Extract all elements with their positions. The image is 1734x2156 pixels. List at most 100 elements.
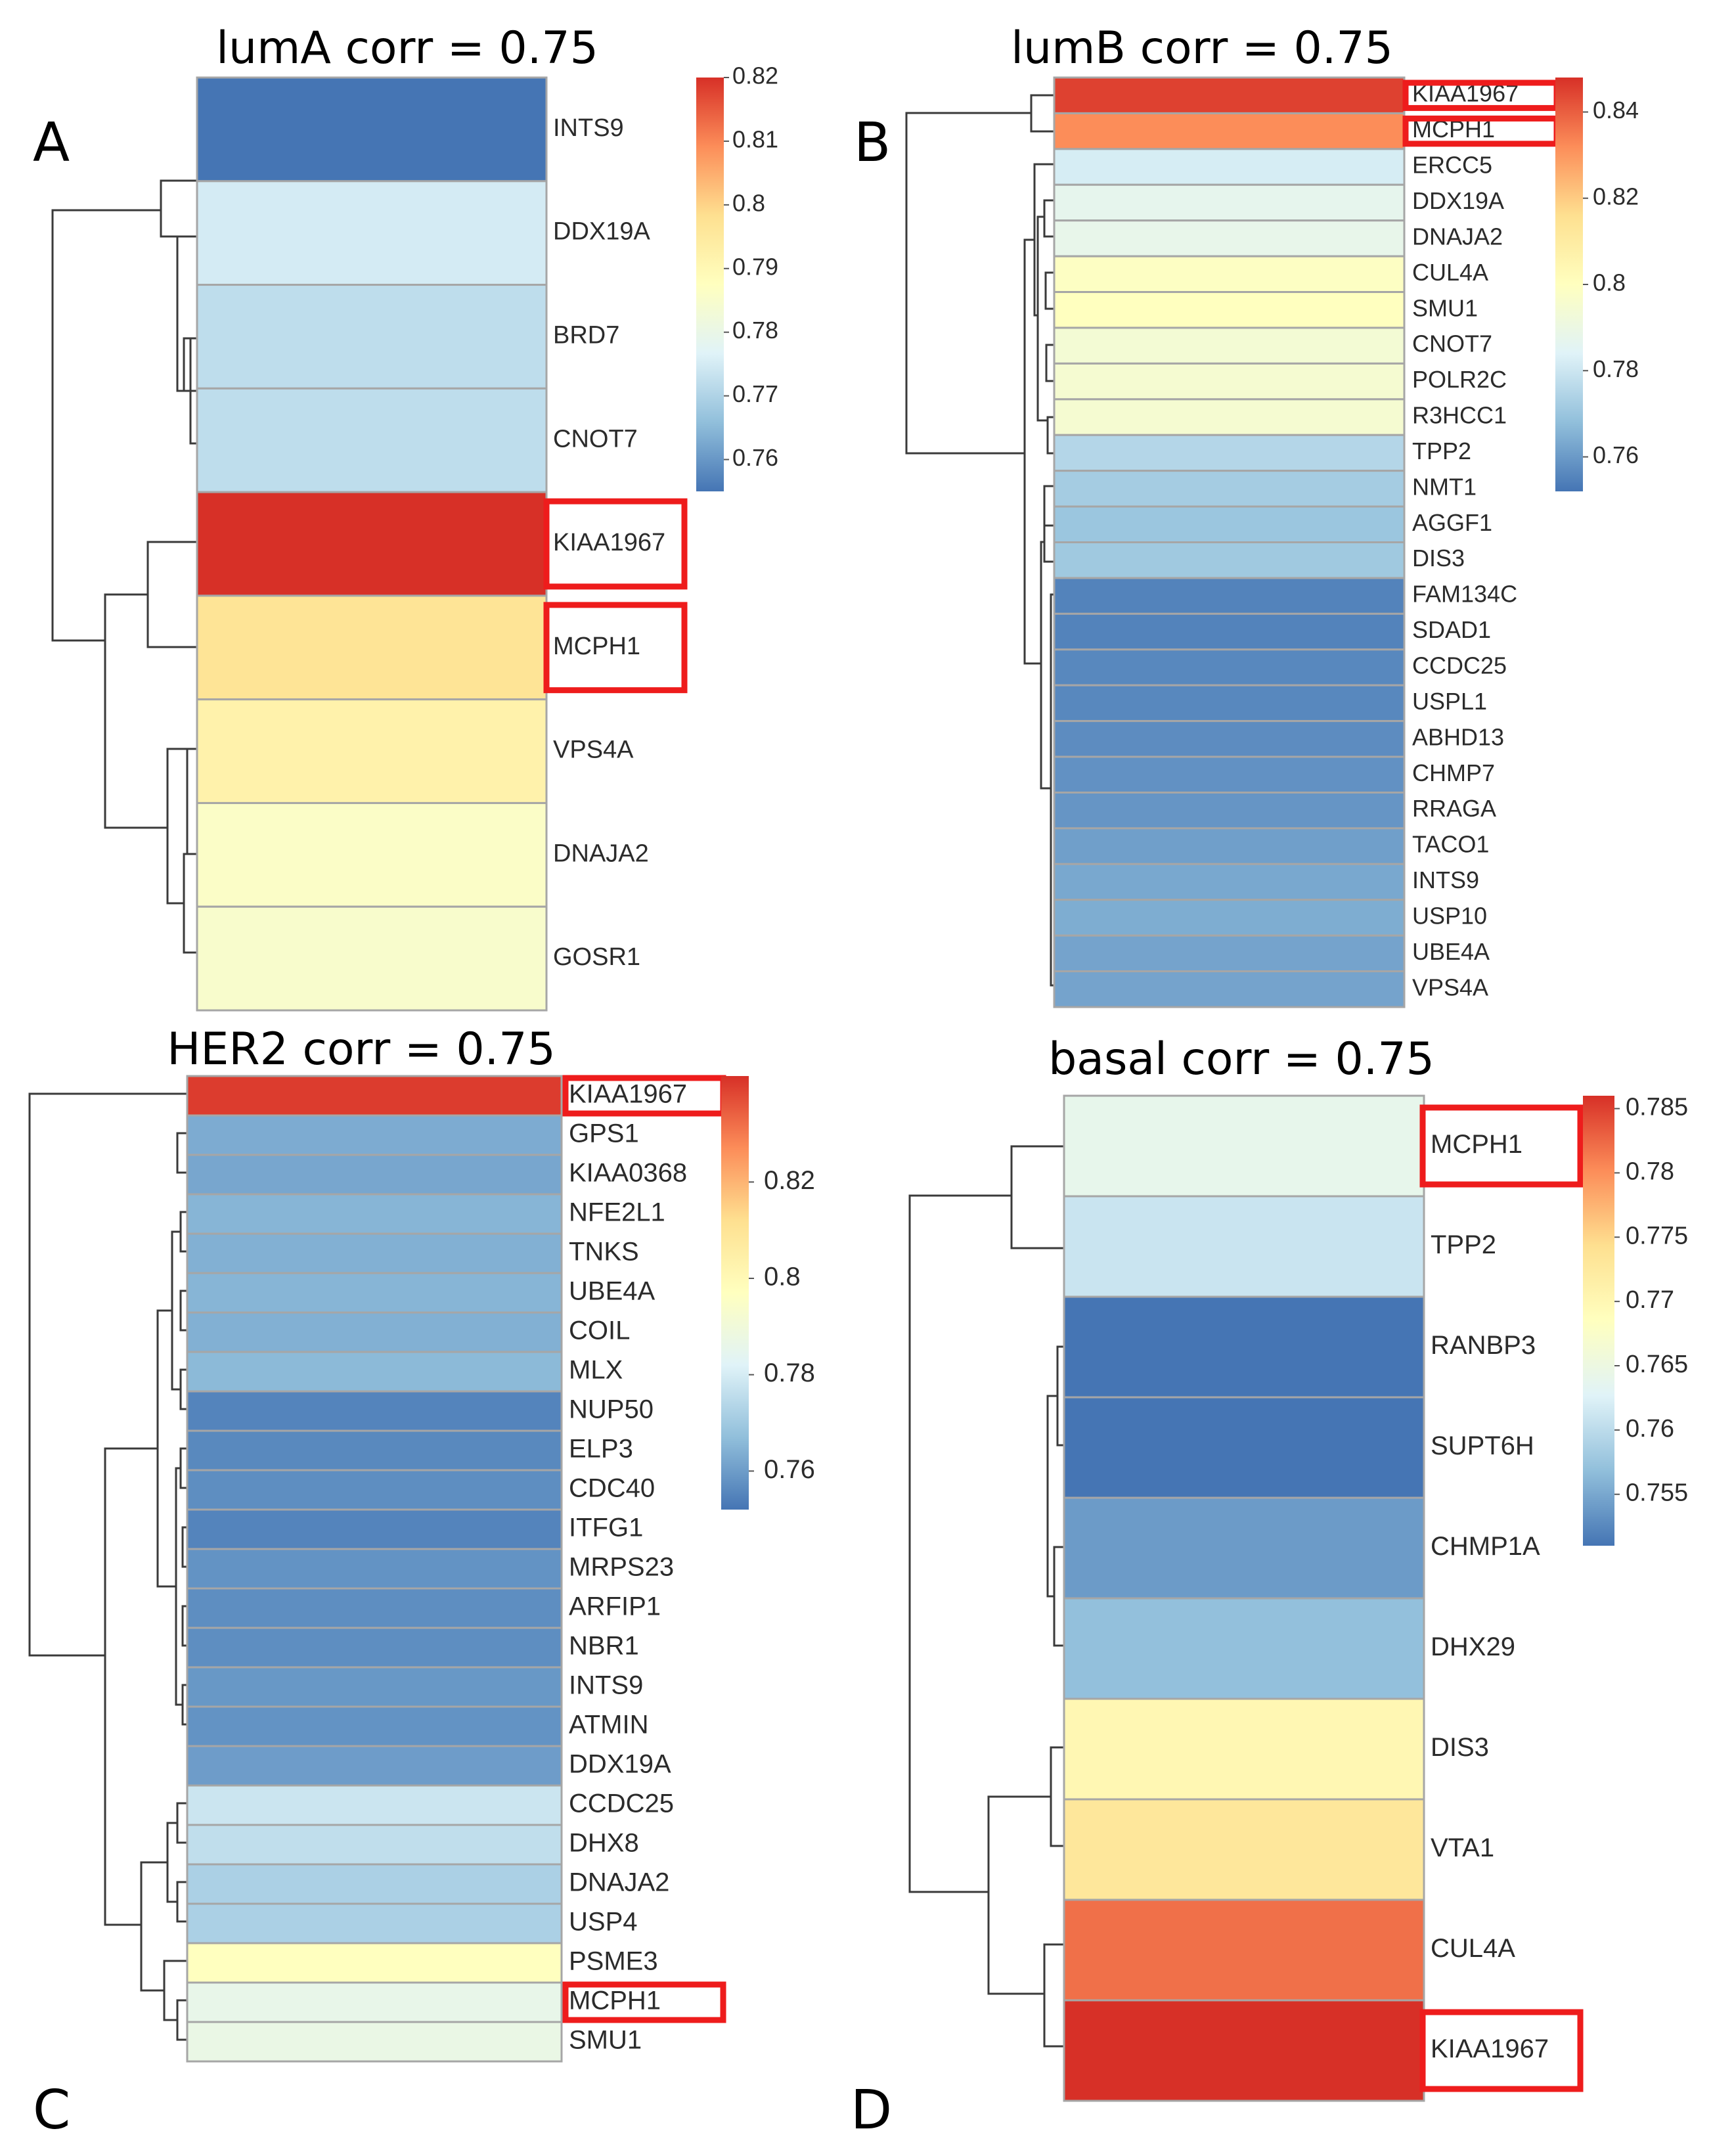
colorbar-tick-label: 0.775: [1626, 1222, 1688, 1249]
gene-label: DIS3: [1412, 545, 1465, 572]
gene-label: CNOT7: [553, 425, 638, 453]
gene-label: TACO1: [1412, 831, 1489, 858]
gene-label: DDX19A: [569, 1750, 671, 1779]
colorbar-tick-label: 0.785: [1626, 1094, 1688, 1121]
heatmap-cell: [186, 1666, 563, 1708]
gene-label: MLX: [569, 1356, 623, 1385]
heatmap-cell: [186, 1745, 563, 1787]
gene-label: USPL1: [1412, 688, 1487, 715]
heatmap-cell: [1063, 1999, 1425, 2102]
heatmap-cell: [186, 1942, 563, 1984]
gene-label: KIAA1967: [553, 529, 665, 556]
heatmap-cell: [186, 1508, 563, 1550]
heatmap-cell: [196, 698, 548, 804]
heatmap-cell: [1053, 148, 1406, 186]
panel-c-heatmap: KIAA1967 GPS1 KIAA0368 NFE2L1 TNKS UBE4A COIL M…: [186, 1075, 726, 2063]
heatmap-cell: [1053, 899, 1406, 937]
colorbar-tick-label: 0.76: [1593, 441, 1639, 468]
panel-b-title: lumB corr = 0.75: [1011, 22, 1393, 74]
panel-a-dendrogram: [51, 179, 197, 954]
panel-b-colorbar: 0.84 0.82 0.8 0.78 0.76: [1555, 78, 1639, 491]
heatmap-cell: [1063, 1295, 1425, 1399]
heatmap-cell: [196, 76, 548, 183]
colorbar-tick-label: 0.78: [1626, 1157, 1674, 1185]
heatmap-cell: [186, 1469, 563, 1511]
heatmap-cell: [1053, 112, 1406, 150]
gene-label: DHX29: [1431, 1632, 1515, 1661]
heatmap-cell: [1063, 1094, 1425, 1198]
heatmap-cell: [186, 1705, 563, 1747]
heatmap-cell: [196, 491, 548, 597]
gene-label: TPP2: [1412, 438, 1471, 464]
gene-label: KIAA1967: [1431, 2034, 1549, 2063]
heatmap-cell: [1053, 863, 1406, 901]
heatmap-cell: [1053, 755, 1406, 794]
colorbar-tick-label: 0.78: [764, 1359, 815, 1387]
heatmap-cell: [1063, 1496, 1425, 1600]
heatmap-cell: [186, 1429, 563, 1471]
heatmap-cell: [196, 801, 548, 908]
heatmap-cell: [196, 595, 548, 701]
gene-label: NMT1: [1412, 473, 1477, 500]
gene-label: BRD7: [553, 321, 619, 349]
gene-label: MCPH1: [1431, 1130, 1523, 1159]
panel-a-colorbar: 0.82 0.81 0.8 0.79 0.78 0.77 0.76: [696, 62, 778, 491]
heatmap-cell: [186, 1587, 563, 1629]
heatmap-cell: [196, 905, 548, 1012]
heatmap-cell: [1063, 1597, 1425, 1700]
gene-label: RANBP3: [1431, 1331, 1536, 1360]
highlight-box: [1419, 1104, 1584, 1188]
gene-label: FAM134C: [1412, 581, 1517, 608]
gene-label: INTS9: [1412, 866, 1479, 893]
heatmap-cell: [186, 1114, 563, 1156]
panel-a-heatmap: INTS9 DDX19A BRD7 CNOT7 KIAA1967 MCPH1 VPS4A DN…: [196, 76, 688, 1012]
gene-label: MRPS23: [569, 1553, 674, 1582]
colorbar-tick-label: 0.76: [732, 444, 778, 471]
panel-c-label: C: [33, 2079, 70, 2142]
heatmap-cell: [196, 387, 548, 493]
gene-label: ELP3: [569, 1435, 633, 1464]
gene-label: KIAA1967: [569, 1080, 687, 1109]
heatmap-cell: [1063, 1195, 1425, 1298]
gene-label: DNAJA2: [569, 1868, 669, 1897]
gene-label: MCPH1: [569, 1987, 661, 2015]
gene-label: DHX8: [569, 1829, 639, 1858]
gene-label: VTA1: [1431, 1833, 1494, 1862]
heatmap-cell: [186, 1824, 563, 1866]
gene-label: NBR1: [569, 1632, 639, 1661]
colorbar-gradient: [1583, 1096, 1614, 1546]
colorbar-tick-label: 0.79: [732, 253, 778, 280]
heatmap-cell: [1063, 1697, 1425, 1801]
heatmap-cell: [1053, 970, 1406, 1008]
heatmap-cell: [196, 284, 548, 390]
gene-label: COIL: [569, 1316, 630, 1345]
heatmap-cell: [186, 1784, 563, 1826]
colorbar-tick-label: 0.76: [1626, 1415, 1674, 1443]
highlight-box: [562, 1981, 726, 2023]
heatmap-cell: [1053, 434, 1406, 472]
colorbar-tick-label: 0.8: [764, 1263, 801, 1291]
heatmap-cell: [186, 1154, 563, 1196]
heatmap-cell: [1053, 577, 1406, 615]
gene-label: CUL4A: [1412, 259, 1488, 286]
gene-label: VPS4A: [553, 736, 634, 764]
heatmap-cell: [186, 1311, 563, 1353]
colorbar-tick-label: 0.755: [1626, 1479, 1688, 1507]
gene-label: USP10: [1412, 902, 1487, 929]
colorbar-tick-label: 0.82: [764, 1166, 815, 1195]
gene-label: ERCC5: [1412, 152, 1492, 179]
heatmap-cell: [186, 1863, 563, 1905]
gene-label: SDAD1: [1412, 616, 1491, 643]
panel-d-colorbar: 0.785 0.78 0.775 0.77 0.765 0.76 0.755: [1583, 1094, 1688, 1546]
panel-a-title: lumA corr = 0.75: [216, 22, 598, 74]
heatmap-cell: [186, 1351, 563, 1393]
panel-b-heatmap: KIAA1967MCPH1ERCC5DDX19ADNAJA2CUL4ASMU1C…: [1053, 76, 1560, 1008]
colorbar-tick-label: 0.77: [1626, 1286, 1674, 1314]
panel-a: lumA corr = 0.75 A INTS9 DDX19A BRD7 CNOT7 K…: [33, 22, 778, 1012]
colorbar-tick-label: 0.82: [732, 62, 778, 89]
gene-label: CHMP1A: [1431, 1532, 1540, 1561]
heatmap-cell: [186, 1902, 563, 1944]
heatmap-cell: [1053, 648, 1406, 686]
gene-label: TPP2: [1431, 1230, 1496, 1259]
